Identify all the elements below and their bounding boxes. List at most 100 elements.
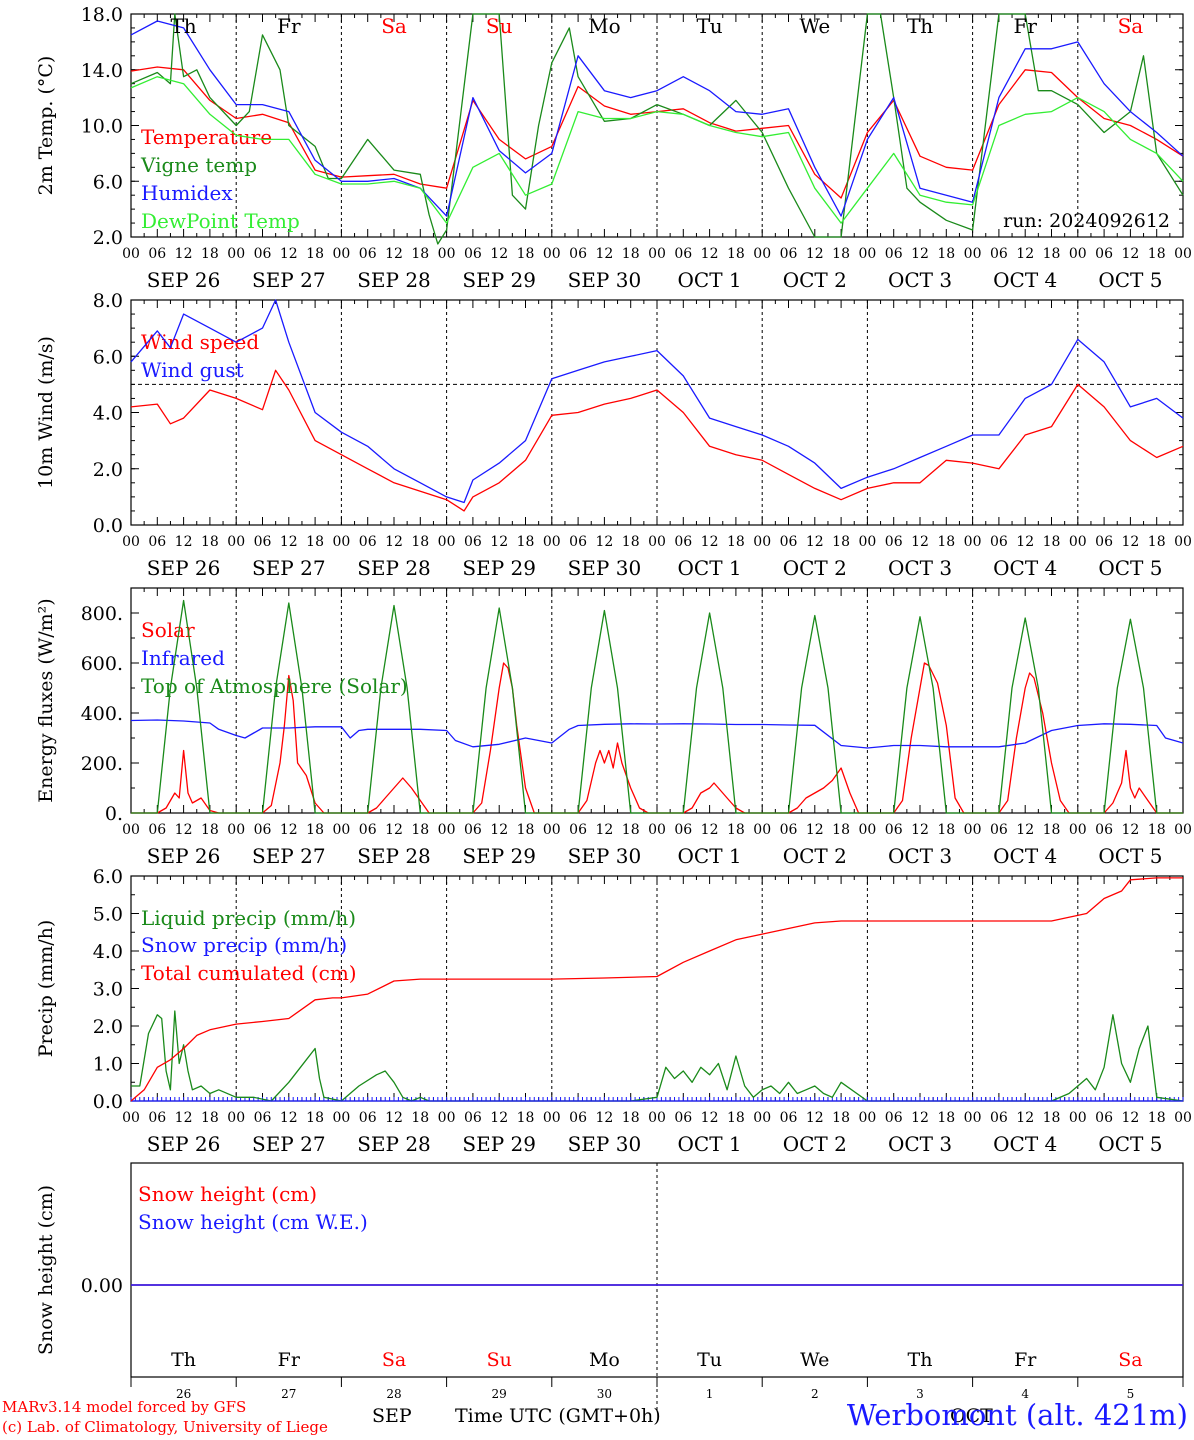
weekday-label: Th	[907, 14, 933, 38]
series-line-total-cumulated-cm-	[130, 877, 1183, 1102]
x-date-label: OCT 2	[783, 268, 847, 292]
x-hour-label: 00	[648, 534, 666, 550]
weekday-label-bottom: Su	[487, 1349, 512, 1371]
station-title: Werbomont (alt. 421m)	[846, 1398, 1188, 1432]
x-hour-label: 12	[701, 822, 719, 838]
x-hour-label: 06	[780, 822, 798, 838]
x-hour-label: 12	[1016, 1110, 1034, 1126]
x-hour-label: 12	[490, 246, 508, 262]
y-tick-label: 18.0	[81, 4, 123, 26]
y-tick-label: 1.0	[93, 1054, 123, 1076]
x-hour-label: 00	[858, 822, 876, 838]
day-number-label: 2	[811, 1387, 819, 1401]
x-date-label: OCT 1	[678, 556, 742, 580]
x-hour-label: 06	[464, 822, 482, 838]
weekday-label: Su	[486, 14, 513, 38]
x-date-label: SEP 27	[252, 556, 326, 580]
x-hour-label: 06	[885, 1110, 903, 1126]
x-hour-label: 12	[595, 246, 613, 262]
x-hour-label: 18	[937, 534, 955, 550]
x-hour-label: 12	[175, 534, 193, 550]
x-hour-label: 06	[569, 534, 587, 550]
x-hour-label: 00	[543, 534, 561, 550]
weekday-label: We	[799, 14, 830, 38]
x-hour-label: 06	[464, 246, 482, 262]
legend-entry: Top of Atmosphere (Solar)	[141, 674, 408, 698]
x-hour-label: 00	[648, 1110, 666, 1126]
x-hour-label: 06	[780, 246, 798, 262]
day-number-label: 29	[492, 1387, 507, 1401]
x-hour-label: 00	[332, 246, 350, 262]
y-axis-label: Snow height (cm)	[35, 1185, 57, 1355]
x-hour-label: 18	[1043, 246, 1061, 262]
weekday-label-bottom: Fr	[278, 1349, 301, 1371]
x-hour-label: 12	[385, 822, 403, 838]
run-label: run: 2024092612	[1003, 210, 1170, 232]
x-hour-label: 18	[622, 246, 640, 262]
x-hour-label: 00	[332, 1110, 350, 1126]
month-label-oct: OCT	[950, 1405, 993, 1427]
x-date-label: OCT 1	[678, 268, 742, 292]
x-hour-label: 18	[937, 246, 955, 262]
legend-entry: Solar	[141, 618, 195, 642]
x-hour-label: 12	[490, 1110, 508, 1126]
x-hour-label: 06	[148, 822, 166, 838]
panel-frame-2	[130, 587, 1184, 814]
x-hour-label: 00	[753, 1110, 771, 1126]
series-line-infrared	[130, 719, 1184, 749]
x-hour-label: 06	[148, 1110, 166, 1126]
x-hour-label: 00	[543, 822, 561, 838]
x-hour-label: 18	[832, 246, 850, 262]
x-hour-label: 06	[674, 822, 692, 838]
x-hour-label: 06	[359, 246, 377, 262]
x-hour-label: 06	[464, 534, 482, 550]
y-tick-label: 0.0	[93, 1091, 123, 1113]
x-date-label: SEP 26	[147, 1132, 221, 1156]
x-date-label: OCT 5	[1098, 844, 1162, 868]
weekday-label-bottom: Th	[908, 1349, 933, 1371]
x-hour-label: 00	[122, 246, 140, 262]
x-hour-label: 06	[1095, 1110, 1113, 1126]
weekday-label-bottom: We	[800, 1349, 829, 1371]
x-hour-label: 00	[1174, 1110, 1192, 1126]
day-number-label: 5	[1127, 1387, 1135, 1401]
x-hour-label: 00	[543, 246, 561, 262]
x-date-label: SEP 27	[252, 268, 326, 292]
y-tick-label: 4.0	[93, 403, 123, 425]
x-hour-label: 00	[332, 534, 350, 550]
x-hour-label: 06	[464, 1110, 482, 1126]
x-hour-label: 18	[1148, 1110, 1166, 1126]
y-axis-label: 10m Wind (m/s)	[35, 336, 57, 489]
y-tick-label: 2.0	[93, 1016, 123, 1038]
x-date-label: OCT 5	[1098, 556, 1162, 580]
legend-entry: Total cumulated (cm)	[141, 961, 357, 985]
day-number-label: 26	[176, 1387, 191, 1401]
x-hour-label: 18	[1043, 534, 1061, 550]
y-tick-label: 10.0	[81, 116, 123, 138]
x-hour-label: 00	[753, 822, 771, 838]
legend-entry: Infrared	[141, 646, 225, 670]
day-number-label: 1	[706, 1387, 714, 1401]
weekday-label-bottom: Mo	[589, 1349, 620, 1371]
x-hour-label: 18	[1148, 246, 1166, 262]
x-date-label: SEP 27	[252, 844, 326, 868]
x-hour-label: 12	[280, 534, 298, 550]
x-hour-label: 18	[1148, 822, 1166, 838]
x-hour-label: 12	[701, 534, 719, 550]
x-hour-label: 12	[1121, 1110, 1139, 1126]
x-hour-label: 00	[438, 822, 456, 838]
x-hour-label: 06	[1095, 534, 1113, 550]
x-hour-label: 12	[280, 822, 298, 838]
x-hour-label: 06	[1095, 822, 1113, 838]
x-hour-label: 18	[937, 822, 955, 838]
x-hour-label: 18	[201, 246, 219, 262]
x-hour-label: 06	[569, 822, 587, 838]
x-hour-label: 00	[122, 1110, 140, 1126]
x-hour-label: 06	[359, 534, 377, 550]
x-date-label: OCT 5	[1098, 268, 1162, 292]
x-hour-label: 12	[911, 822, 929, 838]
legend-entry: Liquid precip (mm/h)	[141, 906, 356, 930]
x-date-label: SEP 29	[462, 1132, 536, 1156]
y-tick-label: 4.0	[93, 941, 123, 963]
